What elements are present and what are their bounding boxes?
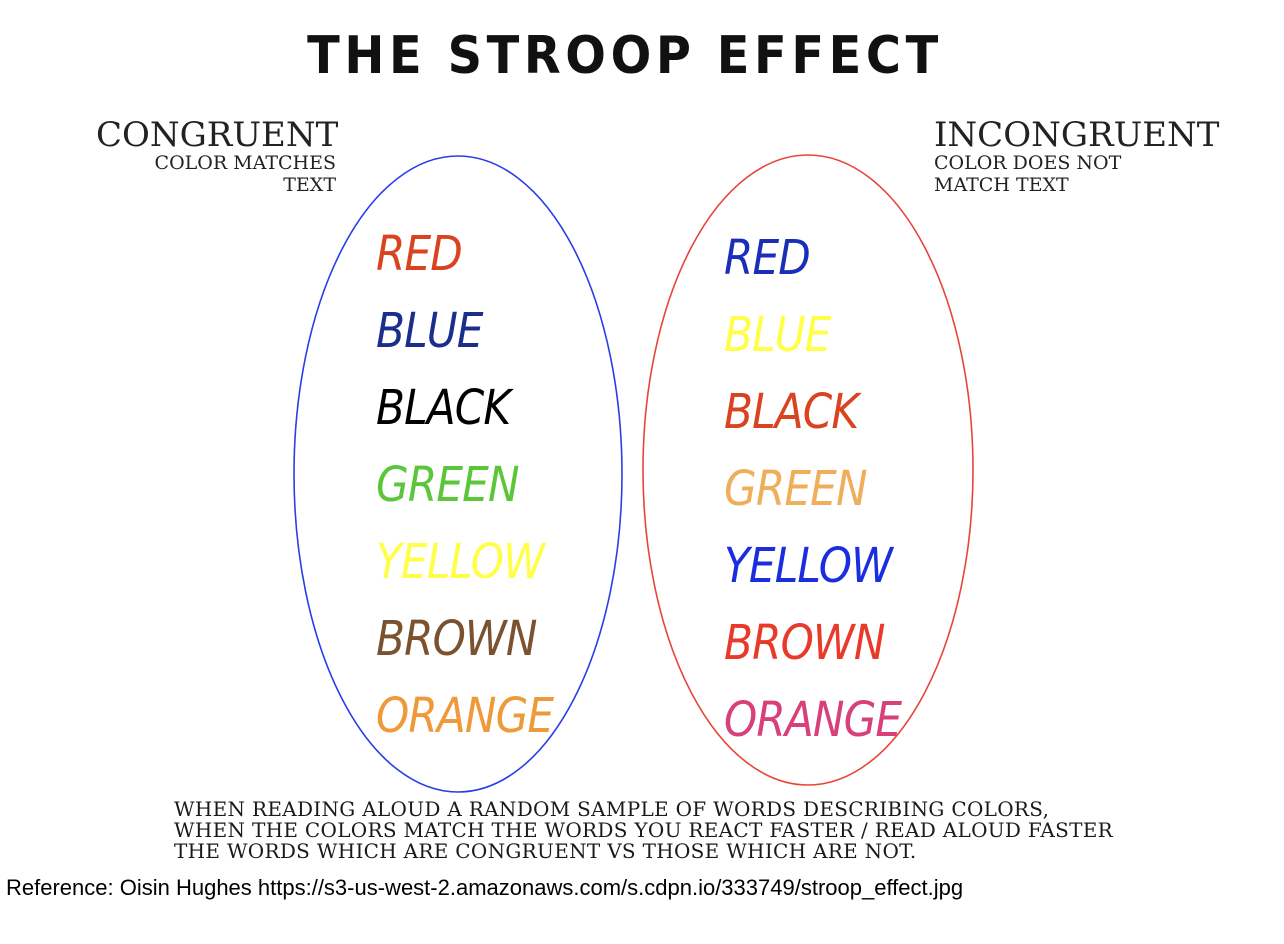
congruent-subtitle-line1: COLOR MATCHES bbox=[154, 152, 336, 174]
incongruent-ellipse bbox=[642, 154, 974, 786]
incongruent-word-list: RED BLUE BLACK GREEN YELLOW BROWN ORANGE bbox=[724, 232, 925, 771]
congruent-word-green: GREEN bbox=[376, 457, 520, 513]
congruent-word-list: RED BLUE BLACK GREEN YELLOW BROWN ORANGE bbox=[376, 228, 577, 767]
congruent-label: CONGRUENT bbox=[96, 115, 339, 155]
incongruent-word-brown: BROWN bbox=[724, 615, 885, 671]
caption-line2: WHEN THE COLORS MATCH THE WORDS YOU REAC… bbox=[174, 818, 1113, 842]
incongruent-word-orange: ORANGE bbox=[724, 692, 902, 748]
congruent-word-brown: BROWN bbox=[376, 611, 537, 667]
congruent-word-black: BLACK bbox=[376, 380, 511, 436]
congruent-ellipse bbox=[293, 155, 623, 793]
congruent-subtitle-line2: TEXT bbox=[283, 174, 336, 196]
incongruent-subtitle-line2: MATCH TEXT bbox=[934, 174, 1069, 196]
incongruent-heading: INCONGRUENT COLOR DOES NOT MATCH TEXT bbox=[934, 118, 1234, 196]
incongruent-word-black: BLACK bbox=[724, 384, 859, 440]
incongruent-label: INCONGRUENT bbox=[934, 115, 1220, 155]
caption-line1: WHEN READING ALOUD A RANDOM SAMPLE OF WO… bbox=[174, 797, 1050, 821]
congruent-word-blue: BLUE bbox=[376, 303, 483, 359]
incongruent-word-green: GREEN bbox=[724, 461, 868, 517]
incongruent-word-red: RED bbox=[724, 230, 811, 286]
caption-line3: THE WORDS WHICH ARE CONGRUENT VS THOSE W… bbox=[174, 839, 917, 863]
reference-text: Reference: Oisin Hughes https://s3-us-we… bbox=[6, 875, 964, 900]
incongruent-subtitle-line1: COLOR DOES NOT bbox=[934, 152, 1122, 174]
congruent-word-yellow: YELLOW bbox=[376, 534, 545, 590]
incongruent-word-blue: BLUE bbox=[724, 307, 831, 363]
explanation-caption: WHEN READING ALOUD A RANDOM SAMPLE OF WO… bbox=[174, 799, 1254, 862]
incongruent-word-yellow: YELLOW bbox=[724, 538, 893, 594]
congruent-word-red: RED bbox=[376, 226, 463, 282]
page-title: THE STROOP EFFECT bbox=[307, 26, 943, 86]
congruent-heading: CONGRUENT COLOR MATCHES TEXT bbox=[96, 115, 339, 196]
congruent-word-orange: ORANGE bbox=[376, 688, 554, 744]
